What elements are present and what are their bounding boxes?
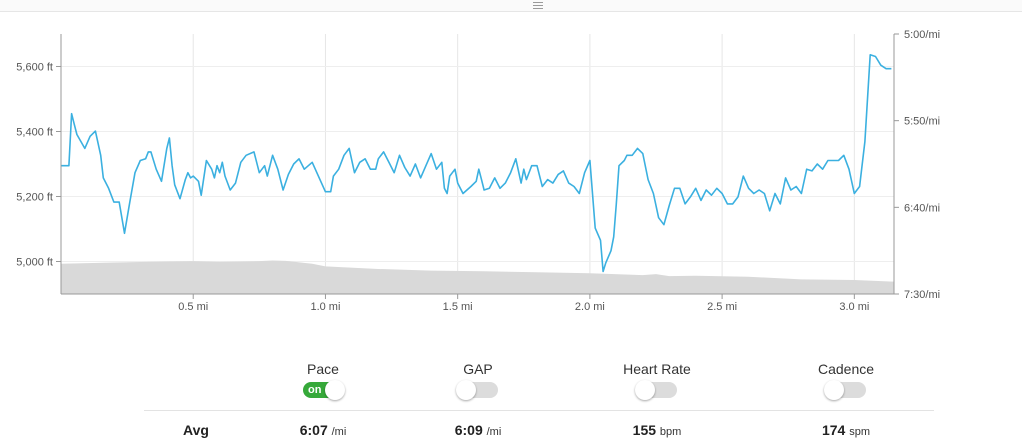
toggle-knob	[456, 380, 476, 400]
avg-pace-unit: /mi	[331, 426, 347, 438]
elevation-tick-label: 5,000 ft	[16, 257, 53, 269]
avg-pace-value: 6:07	[299, 422, 328, 438]
toggle-knob	[824, 380, 844, 400]
cadence-toggle-label: Cadence	[817, 361, 875, 377]
series-toggles: Pace on GAP Heart Rate Cadence	[0, 360, 1022, 400]
heart-rate-toggle-group: Heart Rate	[587, 360, 727, 400]
avg-cadence: 174 spm	[776, 422, 916, 438]
avg-heart-rate: 155 bpm	[587, 422, 727, 438]
cadence-toggle-switch[interactable]	[824, 380, 866, 400]
avg-pace: 6:07 /mi	[253, 422, 393, 438]
pace-tick-label: 6:40/mi	[904, 202, 940, 214]
divider	[144, 410, 934, 411]
gap-toggle-switch[interactable]	[456, 380, 498, 400]
top-bar	[0, 0, 1022, 12]
avg-gap: 6:09 /mi	[408, 422, 548, 438]
average-row: Avg 6:07 /mi 6:09 /mi 155 bpm 174 spm	[0, 420, 1022, 444]
x-tick-label: 0.5 mi	[178, 301, 208, 313]
pace-tick-label: 5:50/mi	[904, 116, 940, 128]
x-tick-label: 2.0 mi	[575, 301, 605, 313]
avg-heart-rate-unit: bpm	[659, 426, 682, 438]
gap-toggle-label: GAP	[463, 361, 493, 377]
avg-gap-value: 6:09	[454, 422, 483, 438]
elevation-pace-chart: 0.5 mi 1.0 mi 1.5 mi 2.0 mi 2.5 mi 3.0 mi 5,00…	[16, 29, 940, 313]
x-tick-label: 2.5 mi	[707, 301, 737, 313]
cadence-toggle-group: Cadence	[776, 360, 916, 400]
avg-label: Avg	[183, 422, 209, 438]
pace-toggle-label: Pace	[307, 361, 339, 377]
pace-toggle-group: Pace on	[253, 360, 393, 400]
heart-rate-toggle-switch[interactable]	[635, 380, 677, 400]
toggle-knob	[325, 380, 345, 400]
avg-heart-rate-value: 155	[632, 422, 657, 438]
avg-gap-unit: /mi	[486, 426, 502, 438]
pace-line	[61, 54, 892, 273]
pace-toggle-switch[interactable]: on	[303, 380, 345, 400]
pace-tick-label: 5:00/mi	[904, 29, 940, 41]
pace-tick-label: 7:30/mi	[904, 289, 940, 301]
x-tick-label: 1.5 mi	[443, 301, 473, 313]
toggle-on-text: on	[308, 384, 322, 396]
toggle-knob	[635, 380, 655, 400]
avg-cadence-unit: spm	[849, 426, 871, 438]
drag-handle-icon[interactable]	[533, 2, 543, 9]
avg-cadence-value: 174	[821, 422, 846, 438]
elevation-tick-label: 5,600 ft	[16, 62, 53, 74]
x-tick-label: 1.0 mi	[310, 301, 340, 313]
gap-toggle-group: GAP	[408, 360, 548, 400]
heart-rate-toggle-label: Heart Rate	[623, 361, 691, 377]
elevation-area	[61, 260, 894, 294]
elevation-tick-label: 5,400 ft	[16, 127, 53, 139]
elevation-tick-label: 5,200 ft	[16, 192, 53, 204]
x-tick-label: 3.0 mi	[839, 301, 869, 313]
